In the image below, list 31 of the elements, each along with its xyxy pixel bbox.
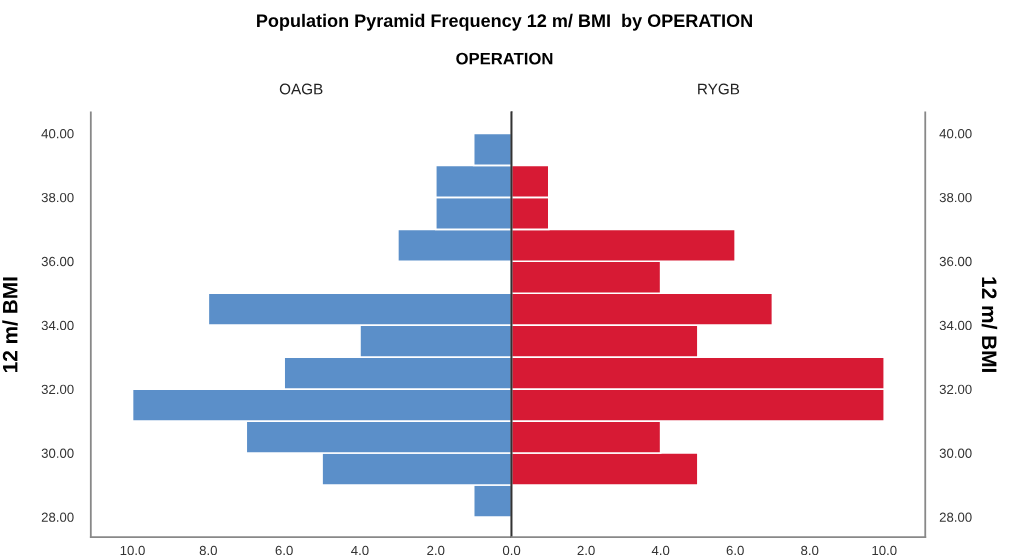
chart-subtitle: OPERATION (456, 52, 553, 65)
x-tick-label: 10.0 (872, 545, 897, 556)
x-tick-label: 6.0 (726, 545, 744, 556)
y-axis-title: 12 m/ BMI (981, 277, 998, 372)
x-tick-label: 8.0 (199, 545, 217, 556)
y-tick-label: 34.00 (939, 320, 972, 331)
x-tick-label: 6.0 (275, 545, 293, 556)
x-tick-label: 0.0 (502, 545, 521, 556)
y-tick-label: 36.00 (41, 256, 74, 267)
x-tick-label: 10.0 (120, 545, 145, 556)
text: OAGB (279, 83, 323, 95)
y-tick-label: 40.00 (939, 128, 972, 139)
y-tick-label: 30.00 (939, 448, 972, 458)
y-tick-label: 36.00 (939, 256, 972, 267)
y-tick-label: 32.00 (939, 384, 972, 395)
y-tick-label: 40.00 (41, 128, 74, 139)
y-tick-label: 32.00 (41, 384, 74, 395)
text: RYGB (698, 83, 740, 95)
x-tick-label: 4.0 (651, 545, 670, 556)
x-tick-label: 2.0 (577, 545, 595, 556)
y-axis-title: 12 m/ BMI (2, 277, 18, 373)
x-tick-label: 2.0 (427, 545, 445, 556)
chart-title: Population Pyramid Frequency 12 m/ BMI by OPERATION (257, 13, 752, 31)
x-tick-label: 8.0 (801, 545, 819, 556)
y-tick-label: 28.00 (939, 512, 972, 522)
y-tick-label: 38.00 (41, 192, 74, 203)
y-tick-label: 28.00 (41, 512, 74, 522)
y-tick-label: 34.00 (41, 320, 74, 331)
x-tick-label: 4.0 (351, 545, 369, 556)
y-tick-label: 30.00 (41, 448, 74, 458)
y-tick-label: 38.00 (939, 192, 972, 203)
